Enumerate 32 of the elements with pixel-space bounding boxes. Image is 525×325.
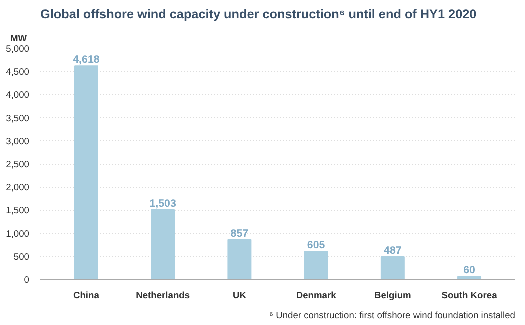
x-tick-label: China — [74, 290, 100, 300]
y-tick-label: 0 — [24, 275, 30, 285]
y-tick-label: 5,000 — [6, 44, 30, 54]
y-tick-label: 500 — [14, 252, 30, 262]
y-tick-label: 4,000 — [6, 90, 30, 100]
y-tick-label: 1,000 — [6, 228, 30, 239]
x-tick-label: South Korea — [442, 290, 498, 300]
y-tick-label: 1,500 — [6, 206, 30, 216]
data-label: 857 — [230, 228, 249, 240]
x-tick-label: Denmark — [296, 290, 338, 300]
chart-title: Global offshore wind capacity under construction⁶ until end of HY1 2020 — [40, 8, 477, 22]
y-tick-label: 3,500 — [6, 113, 30, 124]
text: ⁶ Under construction: first offshore wind foundation installed — [270, 310, 516, 320]
y-axis-title: MW — [10, 34, 28, 44]
data-label: 487 — [384, 245, 402, 257]
x-tick-label: Netherlands — [136, 290, 190, 300]
y-tick-label: 4,500 — [6, 67, 30, 78]
y-tick-label: 3,000 — [6, 136, 30, 146]
data-label: 1,503 — [150, 198, 176, 210]
data-label: 4,618 — [73, 54, 100, 66]
x-tick-label: Belgium — [374, 290, 412, 300]
data-label: 605 — [307, 240, 326, 252]
bar — [151, 210, 176, 280]
x-tick-label: UK — [232, 290, 247, 300]
y-tick-label: 2,500 — [6, 160, 30, 170]
bar — [458, 276, 482, 280]
bar — [228, 239, 252, 280]
bar — [380, 256, 405, 280]
bar — [304, 251, 328, 280]
bar — [74, 66, 98, 280]
y-tick-label: 2,000 — [6, 182, 30, 193]
data-label: 60 — [464, 264, 476, 277]
